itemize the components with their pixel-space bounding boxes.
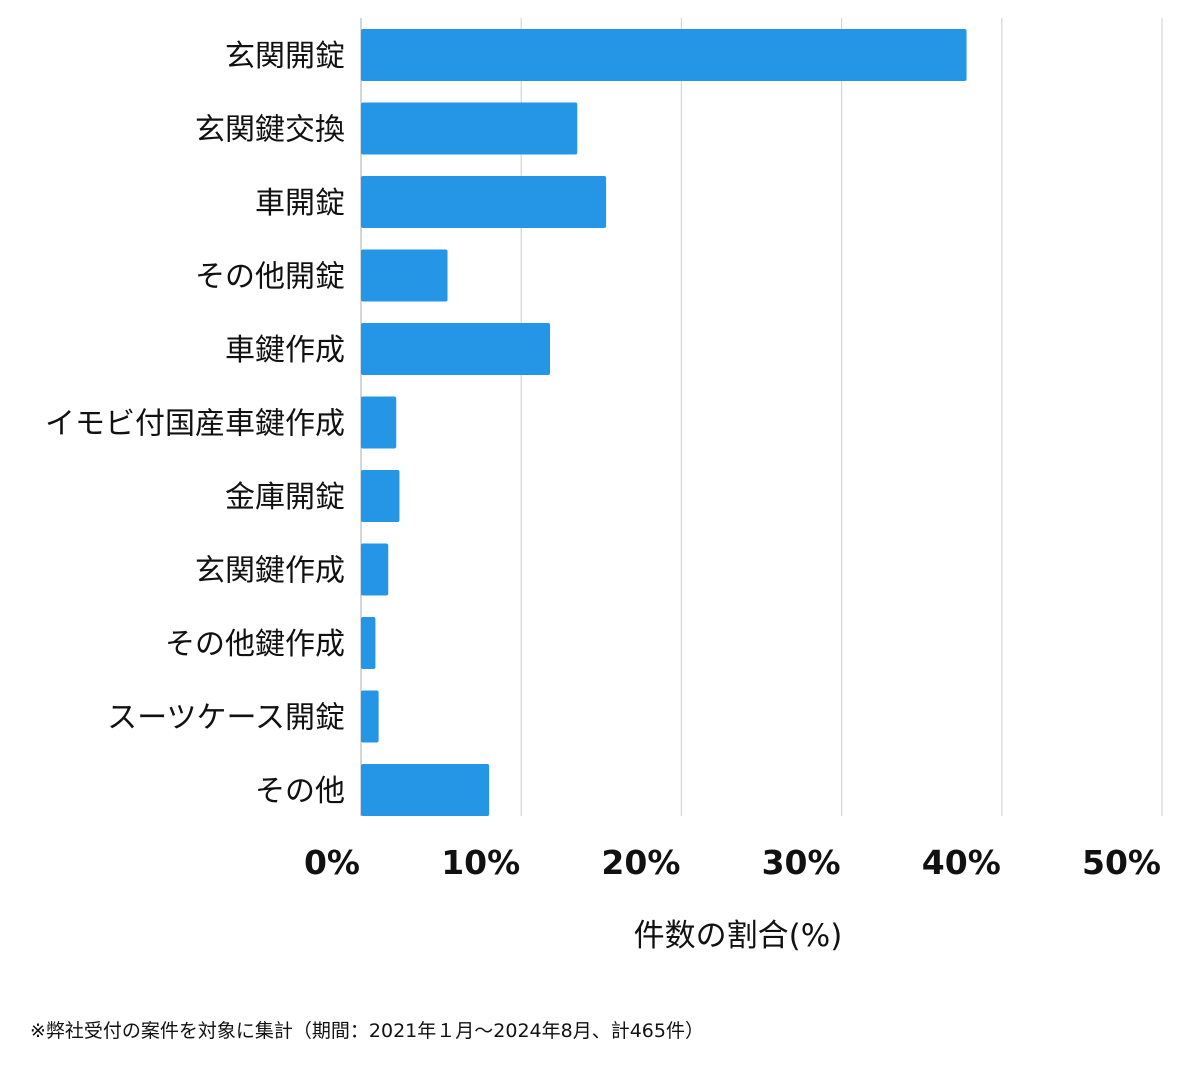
category-label: その他開錠 bbox=[195, 260, 345, 295]
bar bbox=[361, 29, 967, 81]
bar bbox=[361, 176, 607, 228]
bar bbox=[361, 323, 551, 375]
bar bbox=[361, 470, 400, 522]
bar bbox=[361, 396, 397, 449]
bar bbox=[361, 690, 379, 743]
x-axis-label: 件数の割合(%) bbox=[634, 918, 843, 954]
category-label: 車鍵作成 bbox=[225, 333, 345, 368]
category-label: その他鍵作成 bbox=[165, 627, 345, 662]
bar bbox=[361, 543, 389, 596]
bar bbox=[361, 764, 490, 816]
x-tick-label: 30% bbox=[762, 843, 841, 882]
x-tick-label: 20% bbox=[601, 843, 680, 882]
category-label: イモビ付国産車鍵作成 bbox=[45, 407, 345, 442]
x-tick-label: 0% bbox=[304, 843, 360, 882]
x-tick-label: 10% bbox=[441, 843, 520, 882]
category-label: 玄関開錠 bbox=[225, 39, 345, 74]
x-tick-label: 40% bbox=[922, 843, 1001, 882]
category-label: 玄関鍵作成 bbox=[195, 554, 345, 589]
category-label: その他 bbox=[255, 774, 345, 809]
footnote: ※弊社受付の案件を対象に集計（期間：2021年１月〜2024年8月、計465件） bbox=[30, 1020, 704, 1042]
category-label: スーツケース開錠 bbox=[107, 701, 345, 736]
bar-chart: 0% 10% 20% 30% 40% 50% 玄関開錠玄関鍵交換車開錠その他開錠車鍵作成イモ… bbox=[45, 18, 1163, 954]
bar bbox=[361, 249, 448, 302]
bar bbox=[361, 617, 376, 669]
category-label: 金庫開錠 bbox=[225, 480, 345, 515]
bar bbox=[361, 102, 578, 155]
category-label: 車開錠 bbox=[255, 186, 345, 221]
category-label: 玄関鍵交換 bbox=[195, 113, 345, 148]
x-tick-label: 50% bbox=[1082, 843, 1161, 882]
